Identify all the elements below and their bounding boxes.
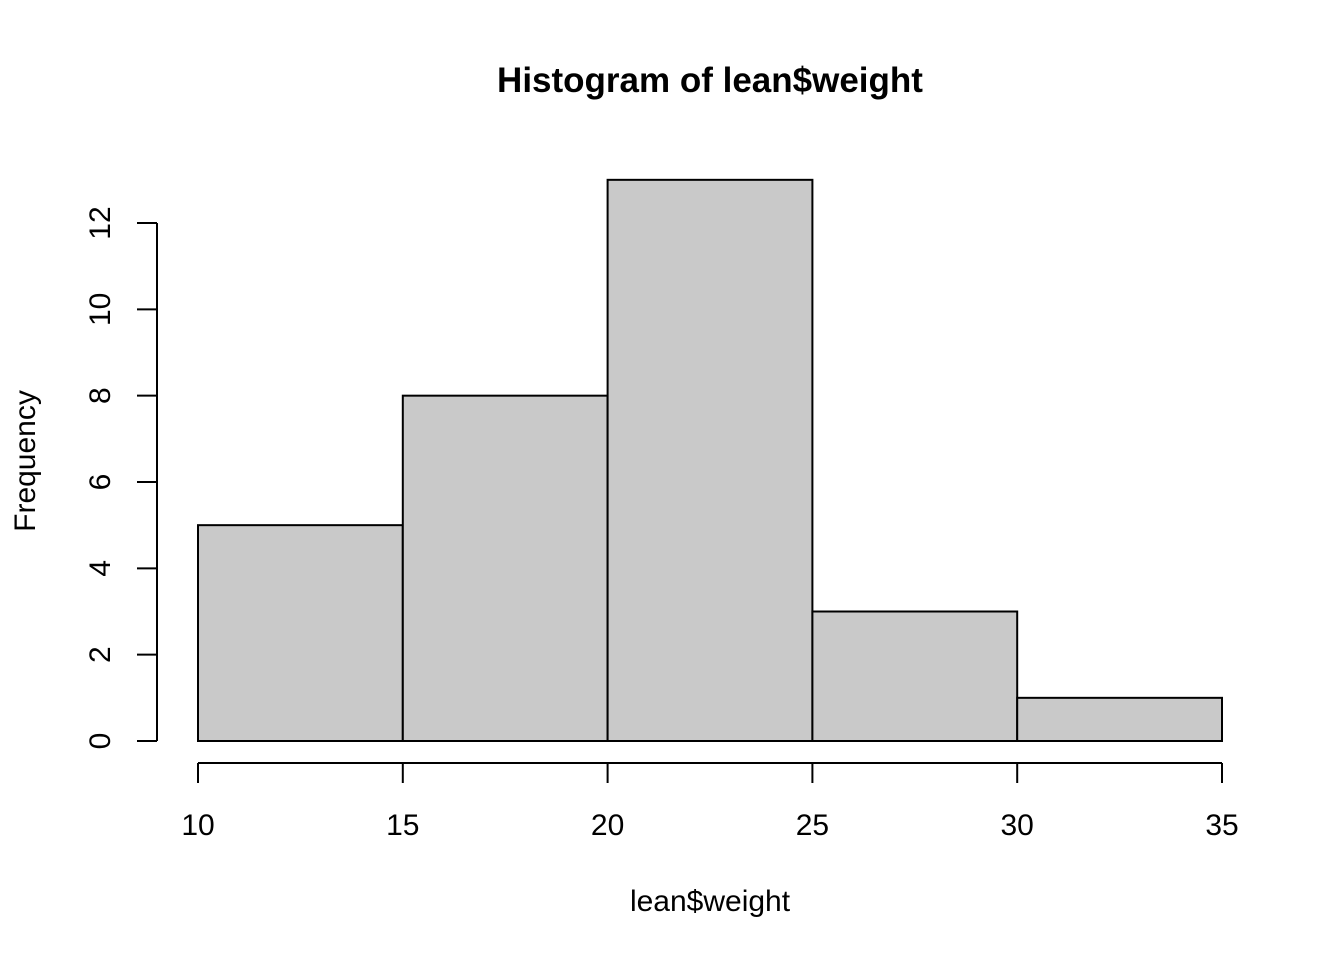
x-axis: 10 15 20 25 30 35 bbox=[181, 762, 1239, 842]
y-tick-label: 4 bbox=[84, 560, 117, 577]
y-axis-label: Frequency bbox=[9, 390, 42, 532]
y-tick-label: 12 bbox=[84, 206, 117, 239]
histogram-bar bbox=[197, 524, 404, 743]
chart-title: Histogram of lean$weight bbox=[497, 61, 923, 100]
x-axis-label: lean$weight bbox=[630, 885, 791, 918]
y-tick-label: 2 bbox=[84, 646, 117, 663]
histogram-bar bbox=[401, 394, 609, 742]
y-tick-label: 6 bbox=[84, 474, 117, 491]
histogram-bar bbox=[606, 178, 814, 743]
histogram-bar bbox=[1016, 696, 1224, 742]
y-axis: 0 2 4 6 8 10 12 bbox=[84, 206, 158, 750]
y-tick-label: 0 bbox=[84, 733, 117, 750]
x-tick-label: 30 bbox=[1001, 809, 1034, 842]
bars-group bbox=[197, 178, 1224, 743]
y-tick-label: 10 bbox=[84, 293, 117, 326]
histogram-bar bbox=[811, 610, 1019, 742]
x-tick-label: 35 bbox=[1205, 809, 1238, 842]
y-tick-label: 8 bbox=[84, 387, 117, 404]
x-tick-label: 25 bbox=[796, 809, 829, 842]
x-tick-label: 15 bbox=[386, 809, 419, 842]
x-tick-label: 20 bbox=[591, 809, 624, 842]
x-tick-label: 10 bbox=[181, 809, 214, 842]
